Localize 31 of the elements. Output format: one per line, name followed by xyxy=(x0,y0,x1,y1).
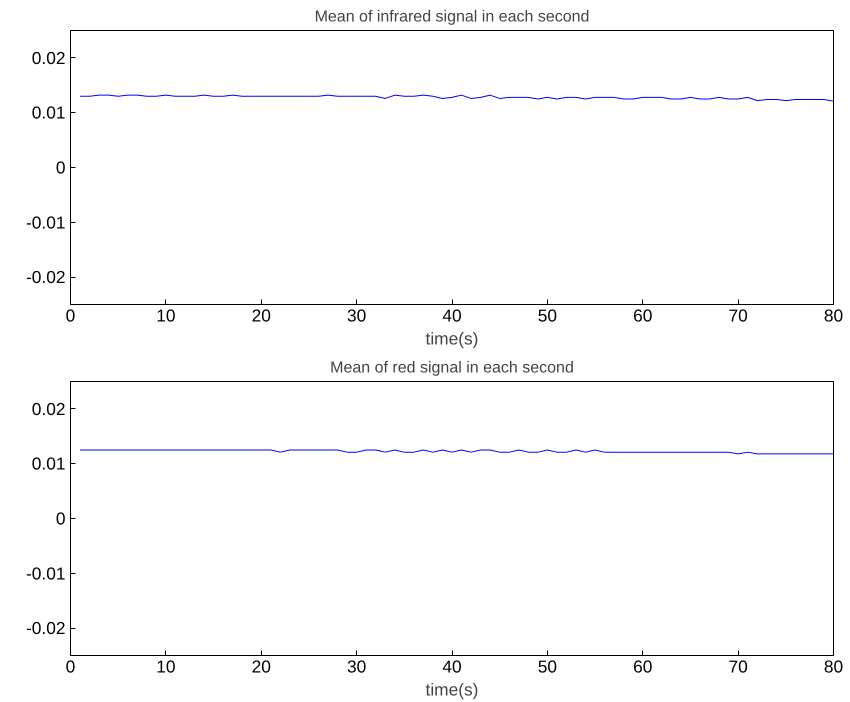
y-tick-label: 0.01 xyxy=(32,454,66,474)
x-tick-label: 40 xyxy=(442,656,462,676)
y-tick-label: -0.02 xyxy=(26,618,66,638)
x-tick-label: 10 xyxy=(156,306,176,326)
x-tick-label: 80 xyxy=(824,306,844,326)
y-tick-label: 0.01 xyxy=(32,102,66,123)
y-tick-label: -0.01 xyxy=(26,212,66,232)
x-tick-label: 20 xyxy=(252,306,271,326)
x-tick-label: 40 xyxy=(442,306,462,326)
x-tick-label: 60 xyxy=(633,306,652,326)
x-tick-label: 30 xyxy=(346,306,366,326)
y-tick-label: 0 xyxy=(56,158,66,178)
x-tick-label: 60 xyxy=(633,656,652,676)
line-series xyxy=(80,94,834,102)
x-axis-title: time(s) xyxy=(426,680,478,700)
x-tick-label: 10 xyxy=(156,656,176,676)
x-tick-label: 50 xyxy=(538,306,558,326)
x-tick-label: 30 xyxy=(346,656,366,676)
x-axis-title: time(s) xyxy=(426,328,478,348)
chart-title: Mean of red signal in each second xyxy=(330,360,574,376)
y-tick-label: 0.02 xyxy=(32,48,66,68)
chart-title: Mean of infrared signal in each second xyxy=(314,8,590,26)
x-tick-label: 20 xyxy=(252,656,271,676)
y-tick-label: -0.02 xyxy=(26,267,66,288)
x-tick-label: 70 xyxy=(728,306,748,326)
y-tick-label: 0 xyxy=(56,508,66,528)
y-tick-label: -0.01 xyxy=(26,563,66,584)
x-tick-label: 70 xyxy=(728,656,748,676)
x-tick-label: 50 xyxy=(538,656,558,676)
y-tick-label: 0.02 xyxy=(32,398,66,419)
x-tick-label: 80 xyxy=(824,656,844,676)
